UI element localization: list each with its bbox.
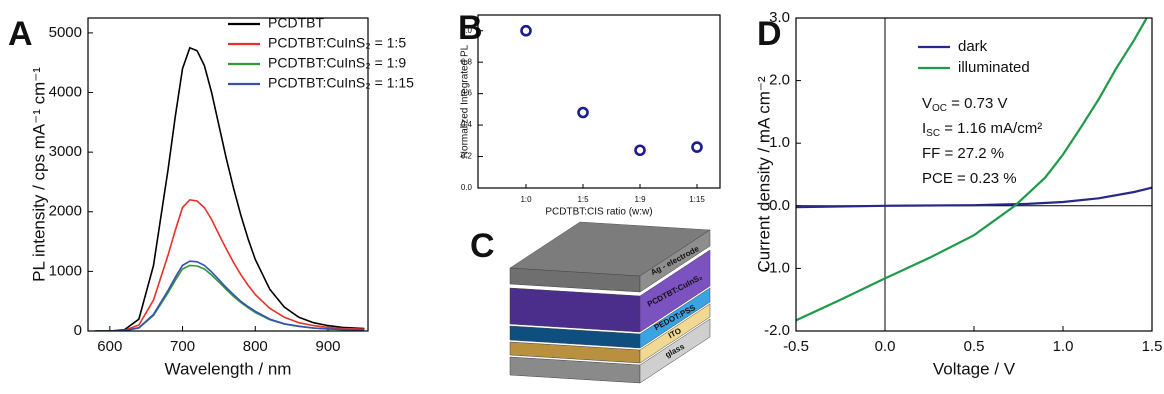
line-series [796, 18, 1148, 322]
layer-side [639, 287, 711, 349]
y-tick-label: 0.6 [461, 89, 473, 98]
panel-letter: D [757, 15, 782, 53]
y-tick-label: 0.8 [461, 57, 473, 66]
x-tick-label: -0.5 [783, 338, 809, 355]
annotation: VOC = 0.73 V [922, 95, 1007, 114]
annotation-part: = 1.16 mA/cm² [940, 120, 1042, 137]
x-tick-label: 600 [97, 338, 122, 355]
y-axis-label: Normalized Integrated PL [460, 44, 471, 158]
point [634, 144, 646, 157]
annotation: PCE = 0.23 % [922, 170, 1017, 187]
x-tick-label: 1.5 [1142, 338, 1163, 355]
y-tick-label: 3.0 [769, 9, 790, 26]
x-tick-label: 800 [243, 338, 268, 355]
y-tick-label: 0.0 [461, 183, 473, 192]
legend-label: PCDTBT:CuInS₂ = 1:15 [268, 75, 414, 91]
annotation-sub: OC [932, 103, 947, 114]
legend-label: dark [958, 38, 988, 55]
y-tick-label: 0 [74, 322, 82, 339]
legend-label: PCDTBT:CuInS₂ = 1:9 [268, 55, 406, 71]
plot-frame [477, 14, 721, 189]
layer-side [639, 303, 711, 364]
legend-label: illuminated [958, 59, 1030, 76]
y-tick-label: -1.0 [764, 259, 790, 276]
annotation-part: FF = 27.2 % [922, 145, 1004, 162]
y-tick-label: 0.4 [461, 120, 473, 129]
x-axis-label: Wavelength / nm [165, 359, 292, 378]
line-series [95, 198, 365, 331]
y-axis-label: PL intensity / cps mA⁻¹ cm⁻¹ [29, 67, 48, 282]
y-axis-label: Current density / mA cm⁻² [754, 76, 773, 272]
x-tick-label: 1.0 [1053, 338, 1074, 355]
x-tick-label: 1:9 [634, 195, 646, 204]
x-tick-label: 700 [170, 338, 195, 355]
annotation-part: PCE = 0.23 % [922, 170, 1017, 187]
y-tick-label: 1000 [49, 262, 82, 279]
point [691, 141, 703, 153]
annotation-sub: SC [926, 128, 940, 139]
y-tick-label: 4000 [49, 83, 82, 100]
layer-front [509, 287, 641, 333]
annotation-part: I [922, 120, 926, 137]
x-tick-label: 0.0 [875, 338, 896, 355]
line-series [95, 260, 365, 331]
annotation: ISC = 1.16 mA/cm² [922, 120, 1042, 139]
line-series [95, 46, 365, 331]
annotation-part: V [922, 95, 932, 112]
panel-letter: C [470, 227, 495, 265]
x-axis-label: PCDTBT:CIS ratio (w:w) [545, 207, 652, 218]
layer-side [639, 229, 711, 293]
y-tick-label: 0.0 [769, 197, 790, 214]
annotation-part: = 0.73 V [947, 95, 1007, 112]
y-tick-label: 2.0 [769, 72, 790, 89]
annotation: FF = 27.2 % [922, 145, 1004, 162]
x-tick-label: 1:0 [520, 195, 532, 204]
x-tick-label: 0.5 [964, 338, 985, 355]
y-tick-label: 5000 [49, 24, 82, 41]
y-tick-label: 1.0 [461, 26, 473, 35]
legend-label: PCDTBT [268, 15, 324, 31]
y-tick-label: -2.0 [764, 322, 790, 339]
y-tick-label: 1.0 [769, 134, 790, 151]
panel-letter: A [8, 15, 33, 53]
point [520, 24, 532, 37]
legend-label: PCDTBT:CuInS₂ = 1:5 [268, 35, 406, 51]
x-tick-label: 1:5 [577, 195, 589, 204]
line-series [796, 186, 1152, 209]
point [577, 106, 589, 119]
plot-frame [795, 17, 1153, 332]
y-tick-label: 2000 [49, 203, 82, 220]
x-tick-label: 1:15 [689, 195, 705, 204]
layer-top [509, 221, 711, 277]
plot-frame [87, 17, 369, 332]
y-tick-label: 0.2 [461, 152, 473, 161]
x-axis-label: Voltage / V [933, 359, 1016, 378]
layer-side [639, 249, 711, 333]
layer-side [639, 318, 711, 384]
y-tick-label: 3000 [49, 143, 82, 160]
x-tick-label: 900 [315, 338, 340, 355]
